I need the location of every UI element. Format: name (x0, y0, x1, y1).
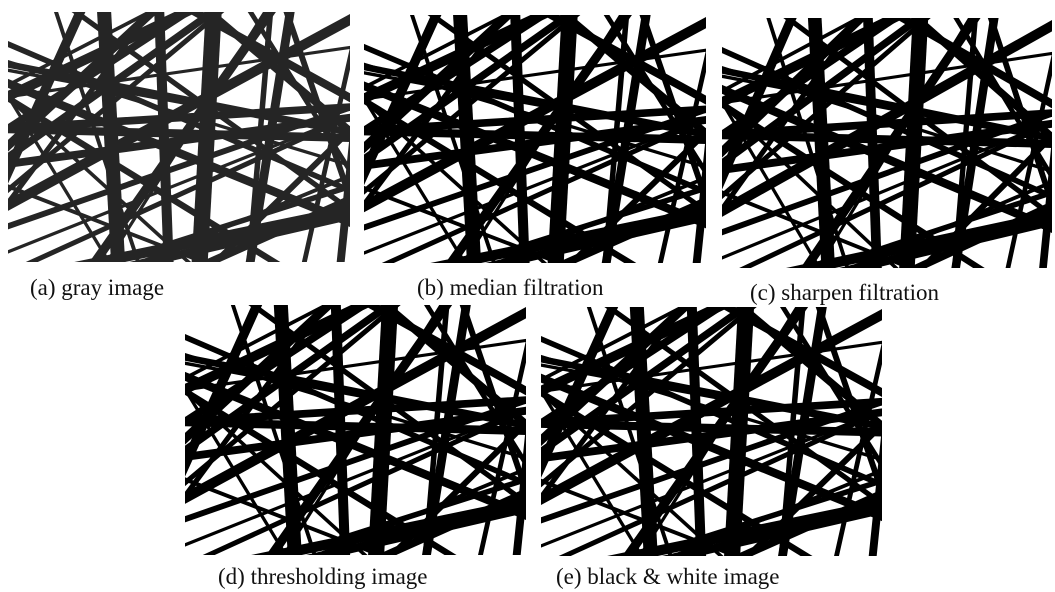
panel-b: (b) median filtration (354, 5, 716, 300)
figure: (a) gray image (b) median filtration (c)… (0, 0, 1055, 592)
panel-e: (e) black & white image (531, 297, 892, 589)
caption: (e) black & white image (556, 564, 780, 589)
caption: (d) thresholding image (218, 564, 428, 589)
panel-c: (c) sharpen filtration (712, 8, 1055, 305)
caption: (b) median filtration (417, 275, 604, 300)
panel-a: (a) gray image (0, 2, 360, 300)
panel-d: (d) thresholding image (175, 295, 536, 589)
caption: (a) gray image (30, 275, 164, 300)
caption: (c) sharpen filtration (750, 280, 940, 305)
